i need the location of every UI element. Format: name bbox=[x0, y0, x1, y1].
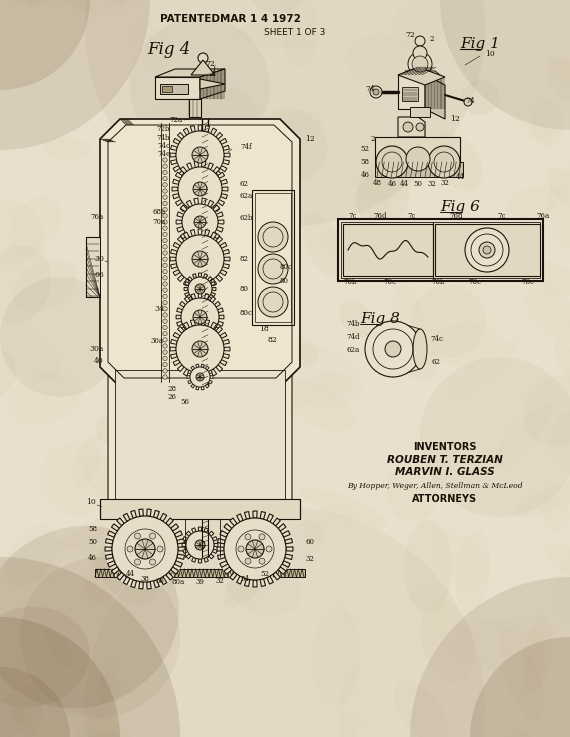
Text: 82: 82 bbox=[267, 336, 277, 344]
Bar bbox=[115, 370, 285, 515]
Text: 80c: 80c bbox=[240, 309, 253, 317]
Ellipse shape bbox=[455, 530, 490, 614]
Polygon shape bbox=[282, 561, 290, 567]
Polygon shape bbox=[212, 287, 216, 290]
Polygon shape bbox=[282, 531, 290, 537]
Circle shape bbox=[190, 367, 210, 387]
Text: 62b: 62b bbox=[240, 214, 254, 222]
Circle shape bbox=[440, 0, 570, 130]
Bar bbox=[343, 224, 433, 276]
Circle shape bbox=[182, 204, 218, 240]
Polygon shape bbox=[205, 282, 210, 288]
Circle shape bbox=[163, 207, 167, 212]
Polygon shape bbox=[173, 332, 180, 338]
Circle shape bbox=[259, 534, 265, 540]
Polygon shape bbox=[205, 293, 209, 299]
Polygon shape bbox=[260, 511, 266, 519]
Text: 26: 26 bbox=[167, 393, 176, 401]
Polygon shape bbox=[176, 315, 181, 319]
Polygon shape bbox=[398, 67, 445, 85]
Circle shape bbox=[163, 170, 167, 175]
Text: 7c: 7c bbox=[348, 212, 356, 220]
Polygon shape bbox=[216, 171, 222, 178]
Bar bbox=[162, 86, 172, 92]
Polygon shape bbox=[174, 561, 182, 567]
Circle shape bbox=[176, 198, 224, 246]
Ellipse shape bbox=[123, 181, 188, 237]
Polygon shape bbox=[207, 163, 213, 170]
Polygon shape bbox=[214, 327, 221, 332]
Circle shape bbox=[408, 52, 432, 76]
Circle shape bbox=[245, 558, 251, 564]
Polygon shape bbox=[166, 518, 173, 525]
Circle shape bbox=[163, 332, 167, 336]
Text: 74: 74 bbox=[365, 85, 375, 93]
Polygon shape bbox=[198, 319, 202, 325]
Circle shape bbox=[163, 263, 167, 268]
Text: 12: 12 bbox=[305, 135, 315, 143]
Circle shape bbox=[187, 364, 213, 390]
Text: 54: 54 bbox=[241, 575, 250, 583]
Polygon shape bbox=[176, 172, 182, 178]
Text: 60: 60 bbox=[305, 538, 314, 546]
Polygon shape bbox=[177, 171, 184, 178]
Polygon shape bbox=[198, 293, 202, 298]
Polygon shape bbox=[216, 133, 222, 139]
Polygon shape bbox=[223, 249, 229, 254]
Polygon shape bbox=[220, 561, 228, 567]
Polygon shape bbox=[398, 117, 425, 137]
Text: 12: 12 bbox=[450, 115, 460, 123]
Circle shape bbox=[195, 284, 205, 294]
Polygon shape bbox=[223, 145, 229, 150]
Circle shape bbox=[163, 368, 167, 373]
Ellipse shape bbox=[303, 213, 347, 279]
Circle shape bbox=[178, 167, 222, 211]
Text: 70a: 70a bbox=[153, 218, 166, 226]
Circle shape bbox=[0, 617, 120, 737]
Bar bbox=[402, 87, 418, 101]
Circle shape bbox=[184, 273, 216, 305]
Text: 80a: 80a bbox=[172, 578, 185, 586]
Polygon shape bbox=[207, 237, 214, 244]
Polygon shape bbox=[210, 322, 217, 329]
Text: Fig 4: Fig 4 bbox=[147, 41, 190, 57]
Circle shape bbox=[198, 53, 208, 63]
Text: 82: 82 bbox=[240, 255, 249, 263]
Circle shape bbox=[176, 131, 224, 179]
Polygon shape bbox=[193, 273, 197, 279]
Polygon shape bbox=[173, 194, 180, 199]
Polygon shape bbox=[170, 160, 177, 164]
Text: 30a: 30a bbox=[151, 337, 164, 345]
Polygon shape bbox=[210, 279, 217, 286]
Circle shape bbox=[192, 147, 208, 163]
Polygon shape bbox=[188, 296, 193, 301]
Circle shape bbox=[163, 356, 167, 360]
Circle shape bbox=[163, 195, 167, 200]
Polygon shape bbox=[213, 205, 220, 212]
Ellipse shape bbox=[421, 599, 475, 682]
Polygon shape bbox=[117, 573, 124, 580]
Polygon shape bbox=[180, 232, 188, 239]
Polygon shape bbox=[194, 161, 198, 167]
Circle shape bbox=[176, 325, 224, 373]
Text: 10: 10 bbox=[86, 498, 96, 506]
Circle shape bbox=[163, 251, 167, 255]
Polygon shape bbox=[207, 276, 213, 282]
Polygon shape bbox=[100, 119, 300, 385]
Circle shape bbox=[217, 511, 293, 587]
Polygon shape bbox=[213, 549, 217, 553]
Circle shape bbox=[105, 509, 185, 589]
Polygon shape bbox=[188, 380, 192, 384]
Bar bbox=[95, 569, 305, 577]
Polygon shape bbox=[216, 227, 223, 232]
Polygon shape bbox=[184, 175, 189, 182]
Circle shape bbox=[163, 343, 167, 348]
Polygon shape bbox=[207, 200, 214, 207]
Polygon shape bbox=[205, 178, 210, 184]
Circle shape bbox=[181, 298, 219, 336]
Polygon shape bbox=[176, 220, 182, 224]
Polygon shape bbox=[210, 369, 217, 376]
Polygon shape bbox=[184, 232, 189, 239]
Polygon shape bbox=[202, 211, 206, 217]
